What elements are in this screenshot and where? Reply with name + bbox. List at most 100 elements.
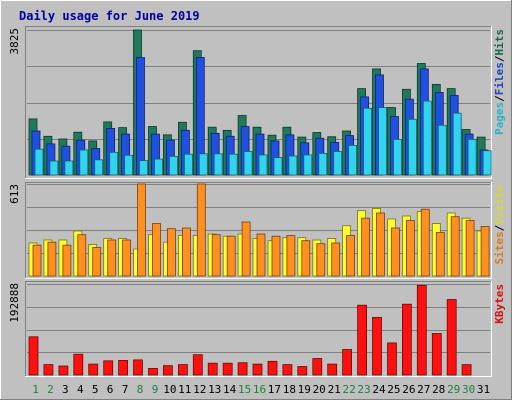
bar-pages-day-3 — [64, 160, 74, 176]
bar-pages-day-25 — [393, 138, 402, 176]
panel-legend: Sites/Visits — [493, 185, 506, 265]
bar-kbytes-day-29 — [446, 299, 457, 376]
panel-kbytes: 192888 KBytes — [8, 281, 506, 377]
bar-pages-day-8 — [139, 160, 148, 176]
legend-separator: / — [493, 55, 506, 62]
chart-title: Daily usage for June 2019 — [19, 9, 200, 23]
bar-pages-day-17 — [273, 157, 283, 176]
bar-pages-day-15 — [243, 151, 253, 176]
x-tick-label-day-24: 24 — [372, 383, 386, 396]
x-tick-label-day-28: 28 — [432, 383, 445, 396]
y-max-label: 613 — [8, 184, 21, 204]
bar-sites-day-6 — [107, 239, 117, 277]
x-tick-label-day-11: 11 — [178, 383, 191, 396]
x-tick-label-day-12: 12 — [193, 383, 206, 396]
x-tick-label-day-17: 17 — [268, 383, 281, 396]
bar-kbytes-day-15 — [237, 362, 248, 376]
legend-visits: Visits — [493, 185, 506, 225]
bar-kbytes-day-28 — [431, 333, 442, 376]
bar-sites-day-8 — [137, 183, 146, 277]
bar-pages-day-19 — [303, 154, 313, 176]
bar-pages-day-23 — [363, 107, 373, 176]
bar-pages-day-24 — [378, 107, 387, 176]
x-tick-label-day-21: 21 — [328, 383, 341, 396]
x-tick-label-day-13: 13 — [208, 383, 221, 396]
bar-kbytes-day-8 — [133, 359, 143, 376]
bar-sites-day-22 — [346, 235, 356, 277]
bar-kbytes-day-6 — [103, 360, 114, 376]
bar-pages-day-18 — [288, 155, 298, 176]
x-axis: 1 2 3 4 5 6 7 8 9 10 11 12 13 14 15 16 17 18 19 20 21 22 23 24 2… — [32, 383, 490, 396]
bar-sites-day-5 — [92, 247, 102, 277]
legend-separator: / — [493, 95, 506, 102]
bar-pages-day-28 — [437, 124, 447, 176]
x-tick-label-day-9: 9 — [152, 383, 159, 396]
legend-kbytes: KBytes — [493, 284, 506, 324]
bar-sites-day-28 — [435, 232, 445, 277]
bar-pages-day-2 — [49, 160, 59, 176]
x-tick-label-day-10: 10 — [163, 383, 176, 396]
panel-legend: Pages/Files/Hits — [493, 29, 506, 135]
bar-sites-day-26 — [405, 220, 415, 277]
x-tick-label-day-5: 5 — [92, 383, 99, 396]
bar-sites-day-24 — [376, 212, 385, 277]
bar-pages-day-31 — [482, 150, 492, 176]
bar-sites-day-9 — [152, 223, 161, 277]
bar-kbytes-day-1 — [28, 336, 39, 376]
x-tick-label-day-2: 2 — [47, 383, 54, 396]
bar-kbytes-day-16 — [252, 363, 263, 376]
bar-kbytes-day-27 — [416, 284, 427, 376]
bar-sites-day-16 — [256, 233, 266, 277]
x-tick-label-day-25: 25 — [387, 383, 400, 396]
bar-sites-day-19 — [301, 240, 311, 277]
bar-files-day-8 — [136, 57, 145, 176]
bar-pages-day-4 — [79, 149, 89, 176]
bar-kbytes-day-3 — [58, 365, 69, 376]
bar-sites-day-14 — [226, 235, 236, 277]
legend-hits: Hits — [493, 29, 506, 56]
bar-sites-day-20 — [316, 243, 326, 277]
x-tick-label-day-26: 26 — [402, 383, 415, 396]
x-tick-label-day-4: 4 — [77, 383, 84, 396]
bar-pages-day-1 — [34, 148, 44, 176]
bar-kbytes-day-21 — [327, 363, 338, 376]
bar-pages-day-16 — [258, 154, 268, 176]
bar-kbytes-day-14 — [222, 362, 233, 376]
bar-pages-day-6 — [109, 151, 119, 176]
bar-kbytes-day-7 — [118, 359, 128, 376]
x-tick-label-day-31: 31 — [477, 383, 490, 396]
x-tick-label-day-16: 16 — [253, 383, 266, 396]
bar-kbytes-day-17 — [267, 360, 278, 376]
bar-sites-day-27 — [420, 208, 430, 277]
bar-pages-day-9 — [154, 158, 163, 176]
bar-pages-day-20 — [318, 152, 328, 176]
bar-kbytes-day-12 — [192, 354, 203, 376]
panel-background — [25, 281, 492, 377]
bar-sites-day-23 — [361, 217, 371, 277]
y-max-label: 192888 — [8, 283, 21, 323]
bar-pages-day-7 — [124, 154, 133, 176]
bar-sites-day-13 — [211, 234, 221, 277]
bar-pages-day-30 — [467, 138, 477, 176]
x-tick-label-day-19: 19 — [298, 383, 311, 396]
bar-kbytes-day-4 — [73, 353, 84, 376]
bar-kbytes-day-24 — [372, 316, 382, 376]
bar-pages-day-10 — [168, 155, 178, 176]
x-tick-label-day-23: 23 — [357, 383, 370, 396]
panel-sites-visits: 613 Sites/Visits — [8, 182, 506, 279]
bar-kbytes-day-20 — [312, 358, 323, 376]
x-tick-label-day-29: 29 — [447, 383, 460, 396]
x-tick-label-day-8: 8 — [137, 383, 144, 396]
bar-pages-day-29 — [452, 112, 462, 176]
bar-sites-day-17 — [271, 235, 281, 277]
bar-sites-day-18 — [286, 235, 296, 277]
x-tick-label-day-30: 30 — [462, 383, 475, 396]
bar-pages-day-14 — [228, 153, 238, 176]
bar-kbytes-day-18 — [282, 364, 293, 376]
x-tick-label-day-1: 1 — [32, 383, 39, 396]
bar-sites-day-7 — [122, 239, 131, 277]
bar-kbytes-day-9 — [148, 367, 158, 376]
x-tick-label-day-15: 15 — [238, 383, 251, 396]
